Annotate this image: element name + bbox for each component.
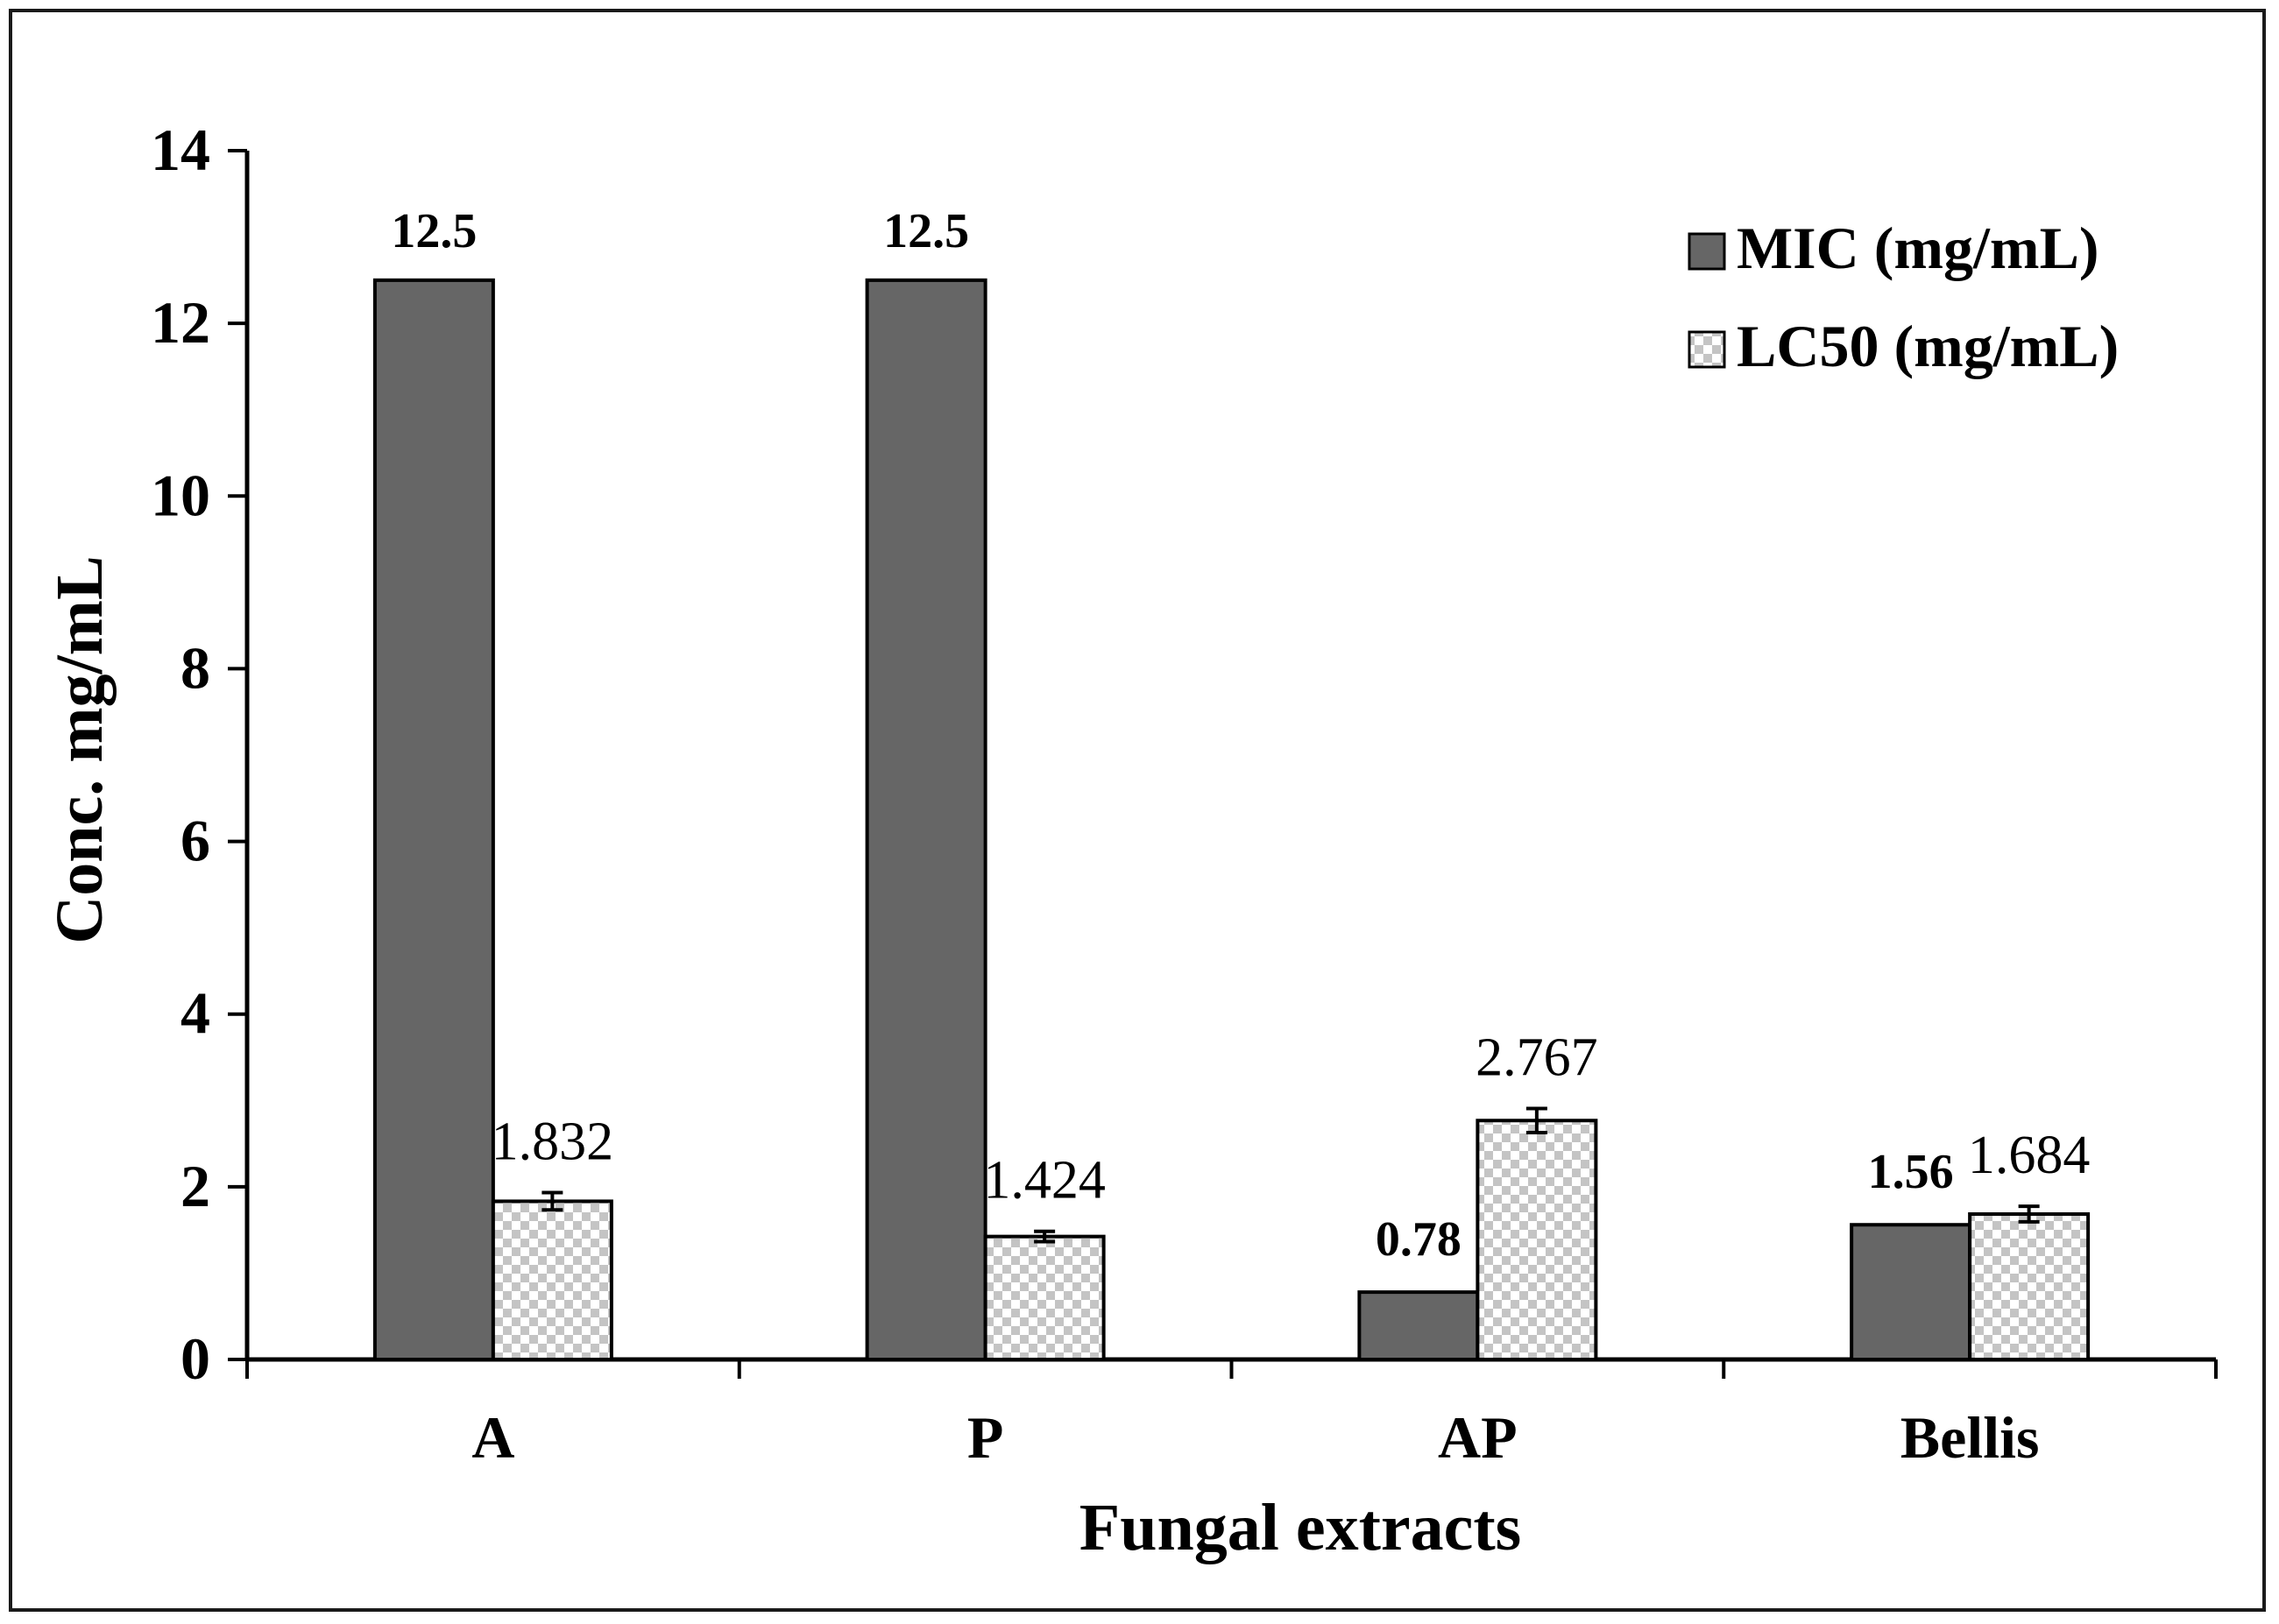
y-tick-label: 8 <box>180 634 210 701</box>
y-tick-label: 10 <box>151 462 210 528</box>
y-tick-label: 12 <box>151 289 210 356</box>
legend-swatch-mic <box>1688 232 1726 271</box>
chart-frame: 0 2 4 6 8 10 12 14 A P AP Bellis 12.5 1.832 12.5 1.424… <box>9 9 2266 1612</box>
bar-lc50 <box>491 1199 613 1361</box>
y-tick-label: 2 <box>180 1153 210 1219</box>
bar-lc50 <box>983 1234 1106 1361</box>
data-label-lc50: 2.767 <box>1476 1027 1598 1087</box>
bar-lc50 <box>1476 1119 1598 1361</box>
data-label-lc50: 1.684 <box>1968 1126 2091 1185</box>
y-axis-title: Conc. mg/mL <box>43 555 117 943</box>
bar-mic <box>865 278 987 1361</box>
bar-mic <box>1357 1290 1480 1361</box>
bar-lc50 <box>1968 1212 2091 1362</box>
legend-label-mic: MIC (mg/mL) <box>1737 215 2099 281</box>
data-label-lc50: 1.832 <box>492 1112 614 1172</box>
legend-swatch-lc50 <box>1688 330 1726 369</box>
y-tick-label: 0 <box>180 1325 210 1392</box>
bars <box>372 278 2091 1362</box>
data-label-mic: 12.5 <box>883 204 969 258</box>
legend-label-lc50: LC50 (mg/mL) <box>1737 313 2119 379</box>
x-axis-title: Fungal extracts <box>1079 1491 1521 1564</box>
y-tick-label: 14 <box>151 117 210 183</box>
data-label-mic: 0.78 <box>1376 1212 1462 1267</box>
data-label-mic: 12.5 <box>391 204 477 258</box>
x-tick-label: AP <box>1438 1404 1518 1471</box>
y-tick-label: 6 <box>180 808 210 874</box>
x-tick-label: A <box>471 1404 514 1471</box>
bar-mic <box>372 278 495 1361</box>
x-tick-label: P <box>967 1404 1004 1471</box>
bar-mic <box>1850 1223 1972 1361</box>
y-tick-label: 4 <box>180 980 210 1047</box>
x-tick-label: Bellis <box>1900 1404 2040 1471</box>
data-label-lc50: 1.424 <box>983 1151 1106 1211</box>
data-label-mic: 1.56 <box>1868 1145 1954 1199</box>
legend: MIC (mg/mL) LC50 (mg/mL) <box>1688 215 2119 379</box>
data-labels: 12.5 1.832 12.5 1.424 0.78 2.767 1.56 1.684 <box>391 204 2090 1267</box>
